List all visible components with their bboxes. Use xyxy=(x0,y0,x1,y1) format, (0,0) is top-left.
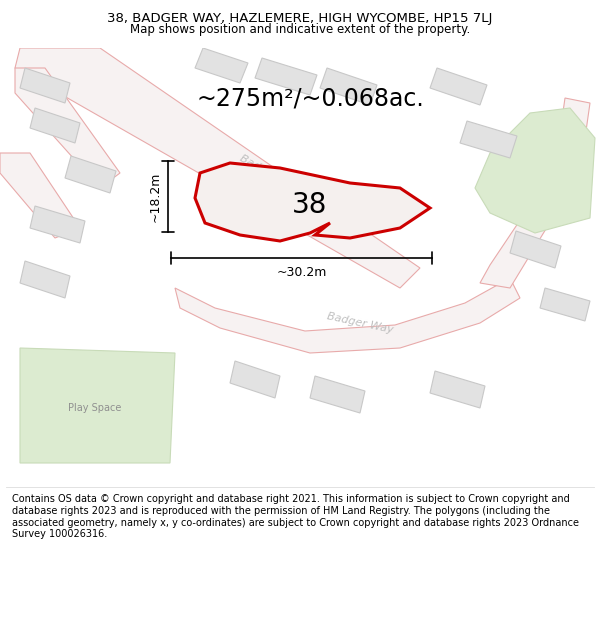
Polygon shape xyxy=(30,206,85,243)
Polygon shape xyxy=(175,278,520,353)
Text: Badger Way: Badger Way xyxy=(326,311,394,335)
Polygon shape xyxy=(255,58,317,95)
Text: 38: 38 xyxy=(292,191,328,219)
Polygon shape xyxy=(230,361,280,398)
Polygon shape xyxy=(15,48,420,288)
Polygon shape xyxy=(480,98,590,288)
Polygon shape xyxy=(430,371,485,408)
Text: Contains OS data © Crown copyright and database right 2021. This information is : Contains OS data © Crown copyright and d… xyxy=(12,494,579,539)
Polygon shape xyxy=(20,348,175,463)
Text: ~18.2m: ~18.2m xyxy=(149,171,162,222)
Text: Badger Way: Badger Way xyxy=(238,152,302,193)
Polygon shape xyxy=(540,288,590,321)
Polygon shape xyxy=(15,68,120,188)
Text: Map shows position and indicative extent of the property.: Map shows position and indicative extent… xyxy=(130,23,470,36)
Polygon shape xyxy=(20,68,70,103)
Polygon shape xyxy=(320,68,377,105)
Polygon shape xyxy=(195,48,248,83)
Polygon shape xyxy=(20,261,70,298)
Polygon shape xyxy=(510,231,561,268)
Polygon shape xyxy=(460,121,517,158)
Text: Play Space: Play Space xyxy=(68,403,122,413)
Polygon shape xyxy=(475,108,595,233)
Polygon shape xyxy=(0,153,80,238)
Text: 38, BADGER WAY, HAZLEMERE, HIGH WYCOMBE, HP15 7LJ: 38, BADGER WAY, HAZLEMERE, HIGH WYCOMBE,… xyxy=(107,12,493,25)
Text: ~30.2m: ~30.2m xyxy=(277,266,326,279)
Polygon shape xyxy=(310,376,365,413)
Polygon shape xyxy=(65,156,116,193)
Polygon shape xyxy=(430,68,487,105)
Polygon shape xyxy=(30,108,80,143)
Polygon shape xyxy=(195,163,430,241)
Text: ~275m²/~0.068ac.: ~275m²/~0.068ac. xyxy=(196,86,424,110)
